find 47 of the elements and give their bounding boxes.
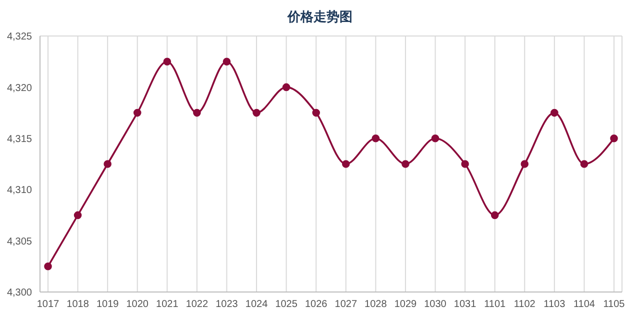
x-tick-label: 1031 bbox=[454, 299, 477, 310]
point bbox=[402, 160, 410, 168]
x-tick-label: 1024 bbox=[245, 299, 268, 310]
point bbox=[312, 108, 320, 117]
point bbox=[193, 108, 201, 117]
point bbox=[222, 58, 231, 66]
point bbox=[550, 108, 558, 117]
x-tick-label: 1017 bbox=[36, 299, 60, 310]
y-tick-label: 4,305 bbox=[6, 236, 32, 248]
x-tick-label: 1027 bbox=[334, 299, 358, 310]
x-tick-label: 1022 bbox=[186, 299, 209, 310]
x-tick-label: 1026 bbox=[304, 299, 328, 310]
x-tick-label: 1020 bbox=[126, 299, 149, 310]
point bbox=[104, 160, 112, 168]
point bbox=[252, 108, 260, 117]
x-tick-label: 1101 bbox=[484, 299, 506, 310]
x-tick-label: 1102 bbox=[514, 299, 536, 310]
y-tick-label: 4,325 bbox=[6, 32, 32, 43]
x-tick-label: 1019 bbox=[96, 299, 120, 310]
x-tick-label: 1028 bbox=[364, 299, 388, 310]
point bbox=[490, 211, 499, 220]
point bbox=[342, 160, 350, 168]
x-tick-label: 1018 bbox=[66, 299, 90, 310]
point bbox=[610, 134, 618, 142]
x-tick-label: 1021 bbox=[156, 299, 179, 310]
point bbox=[431, 134, 440, 142]
y-tick-label: 4,315 bbox=[6, 134, 32, 145]
x-tick-label: 1023 bbox=[216, 299, 238, 310]
x-tick-label: 1030 bbox=[424, 299, 447, 310]
point bbox=[282, 83, 290, 92]
point bbox=[44, 262, 52, 270]
x-tick-label: 1104 bbox=[573, 299, 596, 310]
x-tick-label: 1105 bbox=[603, 299, 626, 310]
point bbox=[163, 58, 172, 66]
point bbox=[133, 108, 142, 117]
point bbox=[74, 211, 82, 220]
x-tick-label: 1025 bbox=[275, 299, 298, 310]
y-tick-label: 4,310 bbox=[6, 185, 32, 196]
point bbox=[520, 160, 529, 168]
chart-title: 价格走势图 bbox=[286, 9, 354, 26]
point bbox=[372, 134, 380, 142]
point bbox=[580, 160, 588, 168]
x-tick-label: 1029 bbox=[394, 299, 418, 310]
x-tick-label: 1103 bbox=[544, 299, 566, 310]
point bbox=[461, 160, 469, 168]
y-tick-label: 4,320 bbox=[6, 82, 32, 94]
y-tick-label: 4,300 bbox=[6, 288, 32, 299]
